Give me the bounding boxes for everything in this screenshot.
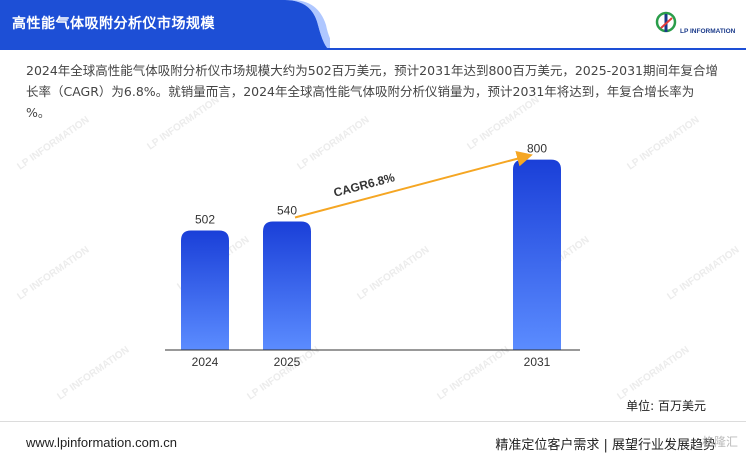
unit-label: 单位: 百万美元: [626, 399, 706, 413]
footer-divider: [0, 421, 746, 422]
lp-logo-icon: [655, 11, 677, 33]
value-label-2031: 800: [527, 142, 547, 156]
bar-2024: [181, 230, 229, 350]
header-band: [0, 0, 330, 50]
source-badge: 格隆汇: [701, 435, 738, 449]
value-label-2025: 540: [277, 203, 297, 217]
header-divider: [0, 48, 746, 50]
cagr-annotation: CAGR6.8%: [332, 170, 396, 200]
category-label-2025: 2025: [274, 355, 301, 369]
category-label-2031: 2031: [524, 355, 551, 369]
header: 高性能气体吸附分析仪市场规模 LP INFORMATION: [0, 0, 746, 50]
cagr-arrow: [294, 150, 533, 219]
footer-website: www.lpinformation.com.cn: [26, 435, 177, 450]
market-description: 2024年全球高性能气体吸附分析仪市场规模大约为502百万美元，预计2031年达…: [26, 63, 718, 120]
category-label-2024: 2024: [192, 355, 219, 369]
page-title: 高性能气体吸附分析仪市场规模: [12, 16, 215, 32]
logo-text: LP INFORMATION: [680, 28, 736, 35]
footer-slogan: 精准定位客户需求 | 展望行业发展趋势: [495, 438, 716, 453]
bar-2031: [513, 159, 561, 350]
value-label-2024: 502: [195, 213, 215, 227]
bar-2025: [263, 221, 311, 350]
market-size-chart: 502 2024 540 2025 800 2031 CAGR6.8%: [165, 142, 580, 369]
